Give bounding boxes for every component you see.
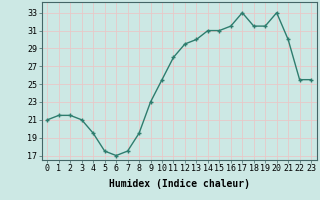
X-axis label: Humidex (Indice chaleur): Humidex (Indice chaleur): [109, 179, 250, 189]
